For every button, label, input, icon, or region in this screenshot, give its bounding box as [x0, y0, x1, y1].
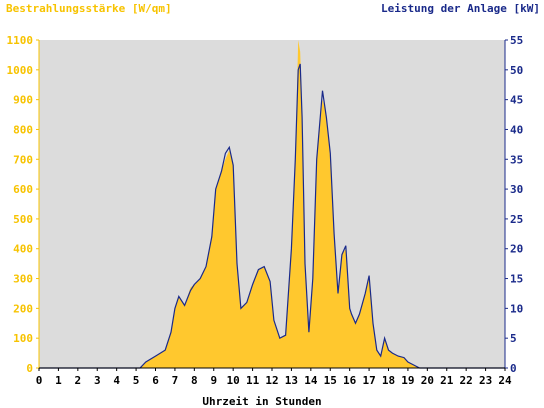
left-tick-label: 500: [13, 213, 33, 226]
series-layer: [39, 40, 505, 369]
right-tick-label: 10: [510, 302, 523, 315]
right-tick-label: 55: [510, 34, 523, 47]
right-tick-label: 50: [510, 64, 523, 77]
x-tick-label: 1: [55, 374, 62, 387]
right-tick-label: 25: [510, 213, 523, 226]
x-tick-label: 19: [401, 374, 414, 387]
left-axis-ticks: 0 100 200 300 400 500 600 700 800 900 1000 1100: [7, 34, 39, 375]
right-tick-label: 15: [510, 273, 523, 286]
x-tick-label: 21: [440, 374, 454, 387]
left-tick-label: 300: [13, 273, 33, 286]
left-tick-label: 1000: [7, 64, 34, 77]
power-line: [39, 63, 505, 369]
left-tick-label: 800: [13, 123, 33, 136]
right-tick-label: 0: [510, 362, 517, 375]
x-tick-label: 23: [479, 374, 492, 387]
x-tick-label: 18: [382, 374, 395, 387]
x-tick-label: 12: [265, 374, 278, 387]
x-tick-label: 20: [421, 374, 434, 387]
x-tick-label: 0: [36, 374, 43, 387]
x-tick-label: 9: [210, 374, 217, 387]
x-tick-label: 13: [285, 374, 298, 387]
left-tick-label: 900: [13, 94, 33, 107]
x-tick-label: 15: [324, 374, 337, 387]
left-tick-label: 200: [13, 302, 33, 315]
left-tick-label: 600: [13, 183, 33, 196]
left-tick-label: 0: [26, 362, 33, 375]
x-tick-label: 8: [191, 374, 198, 387]
x-tick-label: 2: [75, 374, 82, 387]
x-axis-label: Uhrzeit in Stunden: [202, 395, 321, 408]
left-tick-label: 700: [13, 153, 33, 166]
x-tick-label: 5: [133, 374, 140, 387]
x-tick-label: 3: [94, 374, 101, 387]
x-tick-label: 4: [113, 374, 120, 387]
left-tick-label: 400: [13, 243, 33, 256]
right-tick-label: 35: [510, 153, 523, 166]
x-tick-label: 22: [460, 374, 473, 387]
right-axis-ticks: 0 5 10 15 20 25 30 35 40 45 50 55: [505, 34, 523, 375]
right-tick-label: 5: [510, 332, 517, 345]
x-axis-ticks: 0 1 2 3 4 5 6 7 8 9 10 11 12 13 14 15 16 17 18 19 20 21 22 23 24: [36, 368, 512, 387]
right-tick-label: 40: [510, 123, 523, 136]
left-tick-label: 1100: [7, 34, 34, 47]
right-tick-label: 30: [510, 183, 523, 196]
x-tick-label: 24: [498, 374, 512, 387]
x-tick-label: 17: [362, 374, 375, 387]
left-axis-title: Bestrahlungsstärke [W/qm]: [6, 2, 172, 15]
x-tick-label: 11: [246, 374, 260, 387]
left-tick-label: 100: [13, 332, 33, 345]
x-tick-label: 14: [304, 374, 318, 387]
right-tick-label: 20: [510, 243, 523, 256]
x-tick-label: 10: [227, 374, 240, 387]
x-tick-label: 16: [343, 374, 357, 387]
right-tick-label: 45: [510, 94, 523, 107]
x-tick-label: 6: [152, 374, 159, 387]
right-axis-title: Leistung der Anlage [kW]: [381, 2, 540, 15]
x-tick-label: 7: [172, 374, 179, 387]
